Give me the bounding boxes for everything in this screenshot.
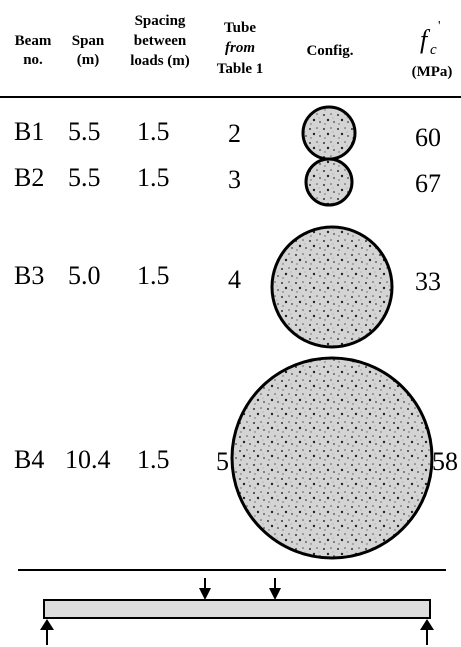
cell: 1.5 — [137, 117, 170, 146]
header: Beam — [15, 33, 52, 49]
cell: 10.4 — [65, 445, 111, 474]
cell: 4 — [228, 265, 241, 294]
header: no. — [23, 52, 43, 68]
page: Beam no. Span (m) Spacing between loads … — [0, 0, 461, 647]
cell: 2 — [228, 119, 241, 148]
config-circle — [272, 227, 392, 347]
header: Tube — [224, 20, 256, 36]
header: loads (m) — [130, 53, 190, 69]
cell: 5.0 — [68, 261, 101, 290]
cell: 3 — [228, 165, 241, 194]
beam-diagram — [40, 578, 434, 645]
beam — [44, 600, 430, 618]
support — [420, 619, 434, 630]
header: (MPa) — [412, 64, 453, 80]
cell: 67 — [415, 169, 441, 198]
config-circle — [303, 107, 355, 159]
header: between — [134, 33, 187, 49]
header-subscript: c — [430, 42, 437, 58]
cell: B2 — [14, 163, 44, 192]
row: B2 5.5 1.5 3 67 — [14, 159, 441, 205]
cell: 5.5 — [68, 163, 101, 192]
config-circle — [232, 358, 432, 558]
header: Config. — [306, 43, 353, 59]
cell: 58 — [432, 447, 458, 476]
header: Span — [72, 33, 105, 49]
cell: B3 — [14, 261, 44, 290]
header-prime: ' — [438, 19, 441, 34]
row: B4 10.4 1.5 5 58 — [14, 358, 458, 558]
cell: B1 — [14, 117, 44, 146]
support — [40, 619, 54, 630]
cell: B4 — [14, 445, 44, 474]
cell: 33 — [415, 267, 441, 296]
cell: 1.5 — [137, 445, 170, 474]
load-arrowhead — [269, 588, 281, 600]
cell: 5.5 — [68, 117, 101, 146]
header: Spacing — [135, 13, 186, 29]
header: (m) — [77, 52, 100, 68]
cell: 1.5 — [137, 163, 170, 192]
cell: 1.5 — [137, 261, 170, 290]
header: Table 1 — [217, 61, 264, 77]
header: from — [225, 40, 255, 56]
table-figure: Beam no. Span (m) Spacing between loads … — [0, 0, 461, 647]
cell: 60 — [415, 123, 441, 152]
cell: 5 — [216, 447, 229, 476]
row: B1 5.5 1.5 2 60 — [14, 107, 441, 159]
config-circle — [306, 159, 352, 205]
load-arrowhead — [199, 588, 211, 600]
row: B3 5.0 1.5 4 33 — [14, 227, 441, 347]
